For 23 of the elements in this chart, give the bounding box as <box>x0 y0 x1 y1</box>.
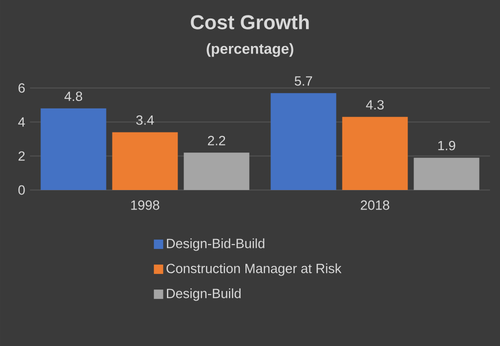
x-tick-label: 1998 <box>131 200 160 210</box>
chart-title: Cost Growth <box>190 14 309 30</box>
data-label: 1.9 <box>438 140 456 150</box>
legend-label: Design-Bid-Build <box>166 238 264 251</box>
y-tick-label: 0 <box>18 185 25 195</box>
data-label: 3.4 <box>136 115 154 125</box>
y-tick-label: 2 <box>18 151 25 161</box>
bar <box>414 158 480 190</box>
bar <box>342 116 408 190</box>
y-tick-label: 4 <box>18 117 25 127</box>
bar <box>270 93 336 190</box>
data-label: 4.3 <box>366 100 384 110</box>
y-tick-label: 6 <box>18 83 25 93</box>
legend-label: Design-Build <box>166 288 241 301</box>
data-label: 4.8 <box>64 92 82 102</box>
bar <box>112 132 178 190</box>
legend-label: Construction Manager at Risk <box>166 263 342 276</box>
chart-subtitle: (percentage) <box>206 43 294 57</box>
x-tick-label: 2018 <box>360 200 390 210</box>
bar <box>40 108 106 190</box>
data-label: 5.7 <box>294 76 312 86</box>
bar <box>184 152 250 190</box>
data-label: 2.2 <box>208 136 226 146</box>
